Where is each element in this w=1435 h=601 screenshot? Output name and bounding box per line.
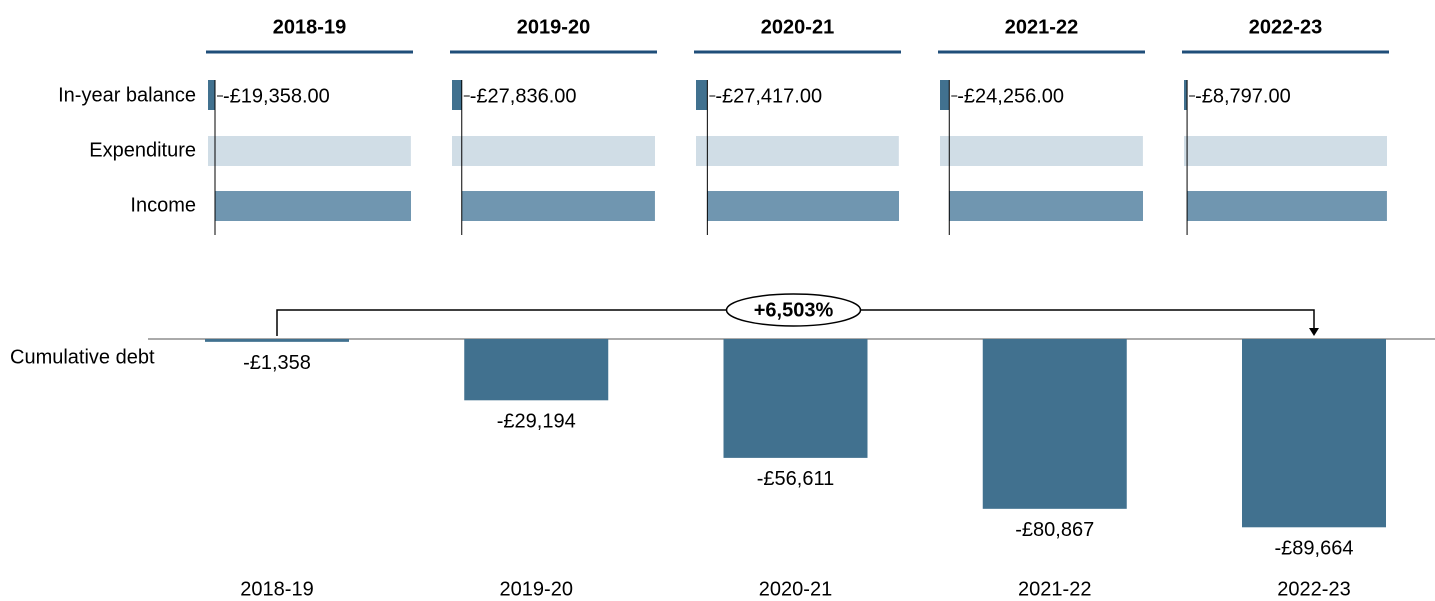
x-tick-label: 2021-22: [1018, 578, 1091, 600]
debt-bar: [464, 339, 609, 401]
panel-header: 2018-19: [273, 16, 346, 38]
expenditure-bar: [208, 136, 411, 166]
panel-header: 2021-22: [1005, 16, 1078, 38]
balance-label: -£19,358.00: [223, 85, 330, 107]
x-tick-label: 2022-23: [1277, 578, 1350, 600]
panel-header: 2019-20: [517, 16, 590, 38]
expenditure-bar: [696, 136, 899, 166]
debt-bar: [1242, 339, 1386, 528]
income-bar: [707, 191, 899, 221]
annotation-badge: [725, 293, 862, 327]
bar-value-label: -£29,194: [497, 411, 576, 433]
bar-value-label: -£80,867: [1015, 519, 1094, 541]
balance-label: -£24,256.00: [957, 85, 1064, 107]
balance-label: -£8,797.00: [1195, 85, 1291, 107]
expenditure-bar: [452, 136, 655, 166]
balance-bar: [452, 80, 462, 110]
balance-label: -£27,417.00: [715, 85, 822, 107]
x-tick-label: 2018-19: [240, 578, 313, 600]
x-tick-label: 2019-20: [500, 578, 573, 600]
annotation: +6,503%: [754, 299, 834, 321]
bar-value-label: -£89,664: [1275, 538, 1354, 560]
debt-bar: [205, 339, 349, 342]
row-label: Expenditure: [89, 139, 196, 161]
balance-bar: [1184, 80, 1188, 110]
panel-header: 2022-23: [1249, 16, 1322, 38]
expenditure-bar: [940, 136, 1143, 166]
balance-bar: [940, 80, 950, 110]
balance-bar: [208, 80, 216, 110]
expenditure-bar: [1184, 136, 1387, 166]
row-label: In-year balance: [58, 84, 196, 106]
row-label: Income: [130, 194, 196, 216]
debt-bar: [982, 339, 1127, 509]
balance-bar: [696, 80, 708, 110]
income-bar: [1187, 191, 1387, 221]
row-label: Cumulative debt: [10, 346, 155, 368]
panel-header: 2020-21: [761, 16, 834, 38]
debt-bar: [723, 339, 868, 458]
bar-value-label: -£56,611: [757, 468, 834, 490]
bar-value-label: -£1,358: [243, 352, 311, 374]
income-bar: [215, 191, 411, 221]
balance-label: -£27,836.00: [470, 85, 577, 107]
income-bar: [461, 191, 655, 221]
income-bar: [949, 191, 1143, 221]
annotation-arrowhead: [1309, 328, 1319, 336]
x-tick-label: 2020-21: [759, 578, 832, 600]
